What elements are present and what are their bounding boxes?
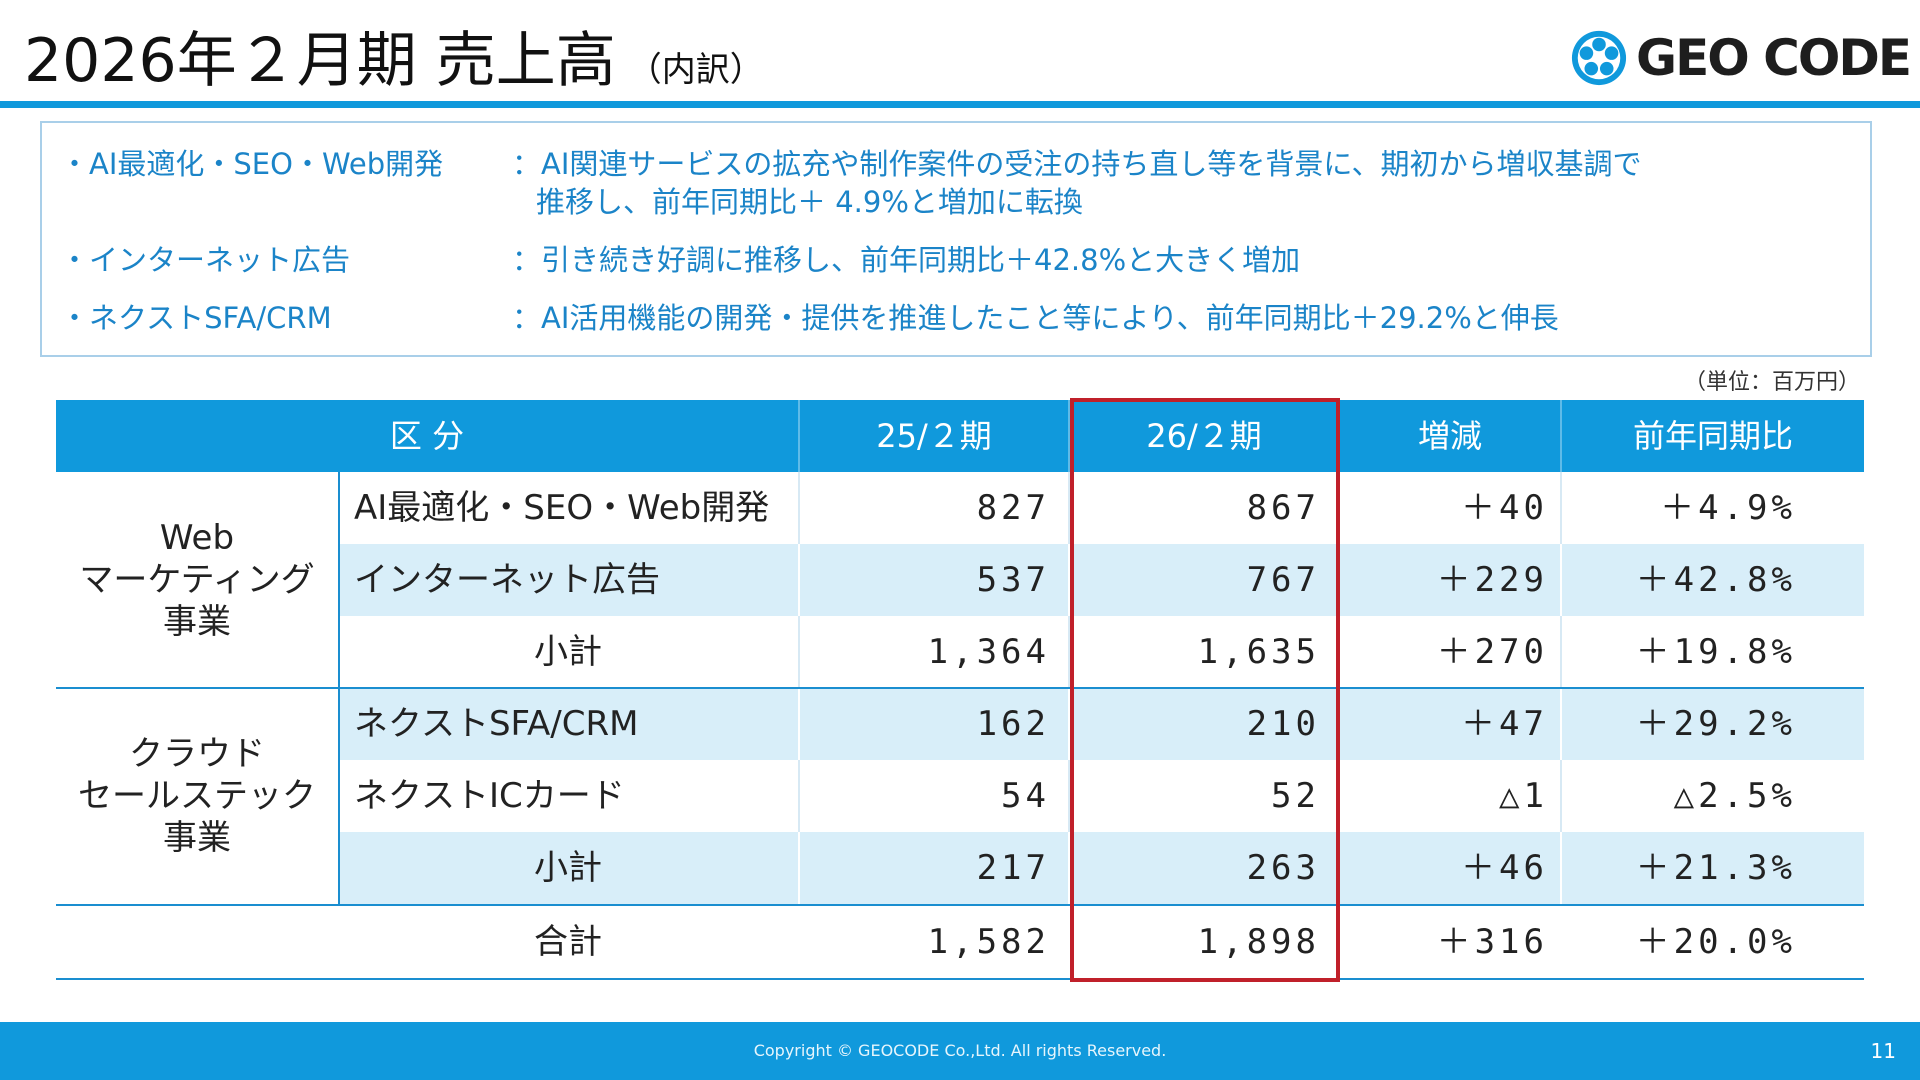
summary-description: ：AI関連サービスの拡充や制作案件の受注の持ち直し等を背景に、期初から増収基調で…	[512, 147, 1642, 219]
header-change: 増減	[1417, 417, 1482, 455]
cell-fy26: 52	[1271, 776, 1320, 816]
cell-fy25: 537	[976, 560, 1050, 600]
page-title: 2026年２月期 売上高 （内訳）	[24, 26, 764, 105]
header-yoy: 前年同期比	[1632, 417, 1793, 455]
cell-change: ＋229	[1436, 560, 1548, 600]
row-label: 小計	[534, 848, 602, 888]
cell-yoy: ＋19.8%	[1635, 632, 1796, 672]
header-fy26: 26/２期	[1146, 417, 1262, 455]
row-label: 合計	[534, 922, 602, 962]
group-web-marketing: Web マーケティング 事業	[79, 518, 315, 642]
table-row: ネクストSFA/CRM 162 210 ＋47 ＋29.2%	[338, 688, 1864, 760]
unit-note: （単位：百万円）	[1683, 370, 1860, 395]
summary-description: ：引き続き好調に推移し、前年同期比＋42.8%と大きく増加	[512, 243, 1301, 277]
cell-yoy: ＋29.2%	[1635, 704, 1796, 744]
copyright-text: Copyright © GEOCODE Co.,Ltd. All rights …	[753, 1041, 1167, 1060]
group-divider	[56, 904, 1864, 906]
cell-fy26: 1,635	[1197, 632, 1320, 672]
cell-yoy: ＋21.3%	[1635, 848, 1796, 888]
cell-yoy: ＋20.0%	[1635, 922, 1796, 962]
summary-category: ・インターネット広告	[60, 243, 351, 277]
cell-fy25: 827	[976, 488, 1050, 528]
cell-fy25: 54	[1001, 776, 1050, 816]
logo-text: GEO CODE	[1636, 29, 1912, 87]
table-row: ネクストICカード 54 52 △1 △2.5%	[338, 760, 1864, 832]
cell-change: △1	[1499, 776, 1548, 816]
table-row-total: 合計 1,582 1,898 ＋316 ＋20.0%	[56, 906, 1864, 978]
title-main: 2026年２月期 売上高	[24, 26, 616, 96]
table-row: インターネット広告 537 767 ＋229 ＋42.8%	[338, 544, 1864, 616]
logo-flower-icon	[1571, 30, 1627, 86]
cell-change: ＋46	[1461, 848, 1548, 888]
table-header: 区 分 25/２期 26/２期 増減 前年同期比	[56, 400, 1864, 472]
summary-description: ：AI活用機能の開発・提供を推進したこと等により、前年同期比＋29.2%と伸長	[512, 301, 1559, 335]
title-subtitle: （内訳）	[627, 50, 764, 90]
cell-fy26: 767	[1246, 560, 1320, 600]
cell-change: ＋47	[1461, 704, 1548, 744]
table-row-subtotal: 小計 217 263 ＋46 ＋21.3%	[338, 832, 1864, 904]
header-fy25: 25/２期	[876, 417, 992, 455]
company-logo: GEO CODE	[1570, 26, 1912, 90]
cell-change: ＋40	[1461, 488, 1548, 528]
header-divider	[0, 101, 1920, 108]
header-category: 区 分	[389, 417, 465, 455]
cell-fy25: 1,364	[927, 632, 1050, 672]
row-label: ネクストICカード	[354, 776, 625, 816]
cell-yoy: ＋4.9%	[1660, 488, 1796, 528]
summary-description-line2: 推移し、前年同期比＋ 4.9%と増加に転換	[536, 185, 1083, 219]
cell-fy25: 217	[976, 848, 1050, 888]
cell-change: ＋270	[1436, 632, 1548, 672]
cell-fy26: 1,898	[1197, 922, 1320, 962]
footer-bar: Copyright © GEOCODE Co.,Ltd. All rights …	[0, 1022, 1920, 1080]
page-number: 11	[1870, 1039, 1896, 1063]
cell-yoy: △2.5%	[1673, 776, 1796, 816]
cell-yoy: ＋42.8%	[1635, 560, 1796, 600]
row-label: ネクストSFA/CRM	[354, 704, 639, 744]
summary-category: ・AI最適化・SEO・Web開発	[60, 147, 444, 181]
group-divider	[338, 472, 340, 688]
row-label: 小計	[534, 632, 602, 672]
row-label: インターネット広告	[354, 560, 660, 600]
summary-box: ・AI最適化・SEO・Web開発 ：AI関連サービスの拡充や制作案件の受注の持ち…	[40, 121, 1872, 357]
cell-change: ＋316	[1436, 922, 1548, 962]
summary-category: ・ネクストSFA/CRM	[60, 301, 332, 335]
cell-fy26: 210	[1246, 704, 1320, 744]
table-row: AI最適化・SEO・Web開発 827 867 ＋40 ＋4.9%	[338, 472, 1864, 544]
cell-fy26: 867	[1246, 488, 1320, 528]
row-label: AI最適化・SEO・Web開発	[354, 488, 770, 528]
group-cloud-salestech: クラウド セールステック 事業	[78, 734, 316, 858]
table-bottom-rule	[56, 978, 1864, 980]
cell-fy26: 263	[1246, 848, 1320, 888]
cell-fy25: 1,582	[927, 922, 1050, 962]
group-divider	[56, 687, 1864, 689]
table-row-subtotal: 小計 1,364 1,635 ＋270 ＋19.8%	[338, 616, 1864, 688]
cell-fy25: 162	[976, 704, 1050, 744]
group-divider	[338, 688, 340, 904]
